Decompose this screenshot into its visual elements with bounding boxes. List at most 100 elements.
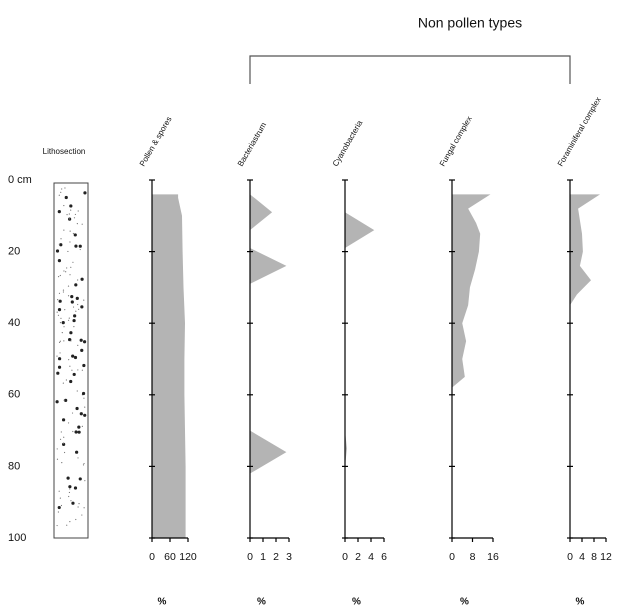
litho-dot bbox=[64, 398, 68, 402]
litho-dot bbox=[61, 418, 66, 422]
x-tick-label: 0 bbox=[567, 551, 573, 563]
litho-dot bbox=[61, 332, 63, 334]
litho-dot bbox=[60, 191, 62, 193]
y-tick-label: 40 bbox=[8, 317, 20, 329]
litho-dot bbox=[80, 305, 84, 309]
litho-dot bbox=[69, 331, 73, 335]
litho-dot bbox=[64, 195, 68, 200]
litho-dot bbox=[67, 250, 69, 253]
litho-dot bbox=[66, 214, 68, 216]
litho-dot bbox=[66, 524, 68, 526]
litho-dot bbox=[58, 299, 62, 303]
litho-dot bbox=[83, 191, 87, 195]
x-tick-label: 1 bbox=[260, 551, 266, 563]
litho-dot bbox=[69, 488, 71, 490]
x-tick-label: 0 bbox=[247, 551, 253, 563]
litho-dot bbox=[67, 422, 70, 424]
x-tick-label: 12 bbox=[600, 551, 612, 563]
x-tick-label: 60 bbox=[164, 551, 176, 563]
litho-dot bbox=[70, 209, 72, 211]
litho-dot bbox=[59, 274, 61, 277]
litho-dot bbox=[64, 187, 66, 189]
litho-dot bbox=[76, 390, 78, 392]
litho-dot bbox=[62, 289, 65, 291]
litho-dot bbox=[78, 502, 80, 505]
litho-dot bbox=[75, 296, 79, 300]
litho-dot bbox=[81, 391, 86, 396]
litho-dot bbox=[57, 275, 60, 278]
litho-dot bbox=[81, 425, 83, 427]
litho-dot bbox=[71, 501, 75, 505]
litho-dot bbox=[72, 372, 76, 377]
litho-dot bbox=[71, 412, 74, 414]
x-axis-label: % bbox=[158, 597, 167, 608]
area bbox=[452, 194, 491, 388]
litho-dot bbox=[62, 442, 65, 444]
litho-dot bbox=[72, 430, 74, 433]
litho-dot bbox=[77, 303, 79, 306]
litho-dot bbox=[77, 344, 79, 346]
litho-dot bbox=[66, 267, 68, 269]
litho-dot bbox=[84, 480, 86, 482]
group-title: Non pollen types bbox=[418, 15, 522, 31]
x-tick-label: 120 bbox=[179, 551, 197, 563]
lithosection-label: Lithosection bbox=[43, 147, 86, 156]
litho-dot bbox=[67, 295, 70, 297]
y-tick-label: 60 bbox=[8, 389, 20, 401]
panel-title: Bacteriastrum bbox=[236, 121, 269, 169]
litho-dot bbox=[57, 259, 62, 263]
panel-title: Fungal complex bbox=[438, 115, 474, 168]
x-tick-label: 8 bbox=[591, 551, 597, 563]
litho-dot bbox=[57, 511, 60, 513]
litho-dot bbox=[59, 438, 62, 440]
area bbox=[570, 194, 600, 306]
litho-dot bbox=[59, 352, 61, 354]
litho-dot bbox=[60, 431, 62, 433]
litho-dot bbox=[75, 310, 77, 312]
litho-dot bbox=[57, 365, 62, 369]
litho-dot bbox=[73, 355, 78, 360]
litho-dot bbox=[67, 285, 70, 287]
litho-dot bbox=[63, 204, 65, 207]
litho-dot bbox=[56, 448, 58, 450]
litho-dot bbox=[82, 363, 86, 368]
area bbox=[250, 194, 287, 474]
x-axis-label: % bbox=[257, 597, 266, 608]
x-tick-label: 0 bbox=[342, 551, 348, 563]
litho-dot bbox=[82, 464, 85, 466]
litho-dot bbox=[65, 379, 67, 381]
litho-dot bbox=[58, 490, 60, 492]
litho-dot bbox=[58, 341, 61, 343]
litho-dot bbox=[68, 485, 72, 489]
litho-dot bbox=[59, 322, 62, 324]
litho-dot bbox=[64, 309, 66, 311]
litho-dot bbox=[68, 317, 70, 319]
litho-dot bbox=[68, 218, 70, 220]
x-tick-label: 3 bbox=[286, 551, 292, 563]
litho-dot bbox=[63, 340, 65, 342]
litho-dot bbox=[73, 314, 77, 318]
litho-dot bbox=[74, 283, 78, 287]
litho-dot bbox=[58, 194, 60, 196]
litho-dot bbox=[56, 311, 58, 313]
litho-dot bbox=[69, 241, 71, 243]
litho-dot bbox=[72, 318, 76, 323]
litho-dot bbox=[79, 248, 81, 251]
litho-dot bbox=[70, 500, 72, 502]
litho-dot bbox=[81, 514, 83, 516]
litho-dot bbox=[78, 244, 82, 248]
litho-dot bbox=[70, 300, 74, 304]
litho-dot bbox=[83, 413, 87, 417]
litho-dot bbox=[62, 442, 66, 446]
litho-dot bbox=[81, 223, 83, 225]
litho-dot bbox=[59, 340, 61, 342]
y-tick-label: 20 bbox=[8, 246, 20, 258]
litho-dot bbox=[77, 210, 79, 212]
litho-dot bbox=[57, 308, 62, 312]
litho-dot bbox=[73, 325, 75, 328]
litho-dot bbox=[68, 213, 70, 215]
lithosection-column bbox=[53, 182, 89, 539]
litho-dot bbox=[78, 477, 82, 481]
litho-dot bbox=[75, 406, 79, 411]
litho-dot bbox=[75, 450, 79, 454]
